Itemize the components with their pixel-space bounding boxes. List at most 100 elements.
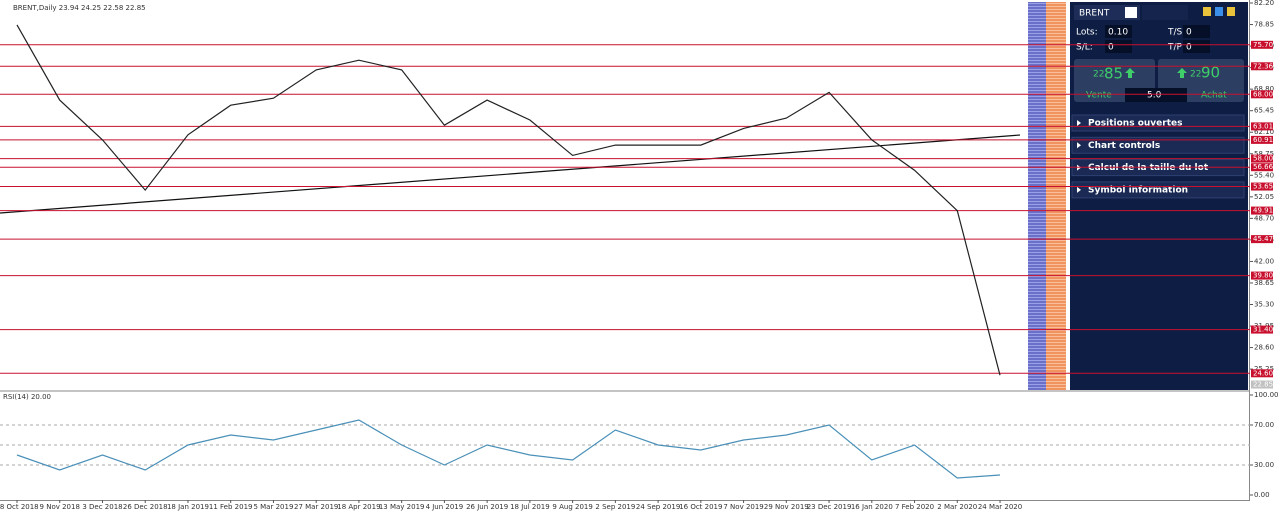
- y-tick-label: 70.00: [1254, 421, 1274, 429]
- y-tick-label: 30.00: [1254, 461, 1274, 469]
- y-tick-label: 100.00: [1254, 391, 1279, 399]
- volume: 5.0: [1147, 91, 1162, 101]
- level-tag: [1251, 182, 1273, 191]
- level-label: 75.70: [1253, 41, 1273, 49]
- ts-input[interactable]: [1183, 25, 1210, 38]
- last-tag: [1251, 380, 1273, 389]
- trade-panel: BRENT Lots: 0.10 T/S: 0 S/L: 0 T/P: 0 22…: [1070, 2, 1248, 390]
- level-label: 31.40: [1253, 326, 1273, 334]
- y-tick-label: 65.45: [1254, 107, 1274, 115]
- menu-arrow: [1077, 142, 1081, 149]
- y-tick-label: 55.40: [1254, 171, 1274, 179]
- icon[interactable]: [1227, 7, 1235, 16]
- y-tick-label: 28.60: [1254, 344, 1274, 352]
- x-tick-label: 18 Oct 2018: [0, 503, 39, 511]
- x-tick-label: 4 Jun 2019: [426, 503, 464, 511]
- level-label: 68.00: [1253, 90, 1273, 98]
- level-label: 60.91: [1253, 136, 1273, 144]
- buy-big: 90: [1201, 64, 1220, 82]
- y-tick-label: 35.30: [1254, 301, 1274, 309]
- x-tick-label: 24 Mar 2020: [978, 503, 1022, 511]
- stripe-orange: [1046, 2, 1066, 390]
- level-tag: [1251, 325, 1273, 334]
- level-tag: [1251, 163, 1273, 172]
- y-tick-label: 62.10: [1254, 128, 1274, 136]
- level-tag: [1251, 206, 1273, 215]
- x-tick-label: 5 Mar 2019: [253, 503, 293, 511]
- tp: 0: [1186, 43, 1192, 53]
- tp-input[interactable]: [1183, 40, 1210, 53]
- menu-item[interactable]: [1071, 114, 1245, 132]
- menu-label: Symbol information: [1088, 185, 1188, 195]
- level-tag: [1251, 369, 1273, 378]
- level-label: 56.66: [1253, 163, 1274, 171]
- x-tick-label: 26 Jun 2019: [466, 503, 508, 511]
- level-label: 58.00: [1253, 155, 1273, 163]
- lots-input[interactable]: [1105, 25, 1132, 38]
- menu-label: Positions ouvertes: [1088, 119, 1182, 129]
- y-tick-label: 25.25: [1254, 365, 1274, 373]
- level-label: 63.01: [1253, 122, 1273, 130]
- symbol-search[interactable]: [1142, 5, 1188, 20]
- series-line: [16, 24, 1001, 376]
- x-tick-label: 18 Apr 2019: [337, 503, 380, 511]
- y-tick-label: 38.65: [1254, 279, 1274, 287]
- buy-small: 22.: [1190, 70, 1204, 80]
- level-label: 49.91: [1253, 207, 1273, 215]
- x-tick-label: 2 Sep 2019: [595, 503, 635, 511]
- last-label: 22.85: [1253, 381, 1273, 389]
- lots-label: Lots:: [1076, 28, 1098, 38]
- sell-label: Vente: [1086, 91, 1112, 101]
- x-tick-label: 9 Nov 2018: [40, 503, 80, 511]
- trendline: [0, 134, 1021, 214]
- x-tick-label: 24 Sep 2019: [636, 503, 680, 511]
- ts: 0: [1186, 28, 1192, 38]
- menu-item[interactable]: [1071, 136, 1245, 154]
- x-tick-label: 23 Dec 2019: [807, 503, 852, 511]
- level-tag: [1251, 122, 1273, 131]
- menu-label: Chart controls: [1088, 141, 1160, 151]
- price-axis-bg: [1250, 0, 1280, 513]
- x-tick-label: 29 Nov 2019: [764, 503, 809, 511]
- y-tick-label: 82.20: [1254, 0, 1274, 7]
- buy-arrow: [1177, 68, 1187, 78]
- x-tick-label: 7 Nov 2019: [723, 503, 763, 511]
- x-tick-label: 26 Dec 2018: [123, 503, 168, 511]
- level-tag: [1251, 40, 1273, 49]
- sl-input[interactable]: [1105, 40, 1132, 53]
- rsi-title: RSI(14) 20.00: [3, 393, 51, 401]
- lots: 0.10: [1108, 28, 1128, 38]
- menu-item[interactable]: [1071, 181, 1245, 199]
- symbol-box[interactable]: [1074, 5, 1140, 20]
- level-tag: [1251, 271, 1273, 280]
- menu-arrow: [1077, 186, 1081, 193]
- tp-label: T/P:: [1167, 43, 1185, 53]
- x-tick-label: 7 Feb 2020: [895, 503, 934, 511]
- level-label: 24.60: [1253, 369, 1273, 377]
- y-tick-label: 58.75: [1254, 150, 1274, 158]
- volume-input[interactable]: [1125, 88, 1187, 102]
- x-tick-label: 16 Jan 2020: [851, 503, 893, 511]
- ts-label: T/S:: [1167, 28, 1185, 38]
- series-line: [16, 419, 1001, 479]
- level-tag: [1251, 235, 1273, 244]
- level-tag: [1251, 90, 1273, 99]
- icon[interactable]: [1215, 7, 1223, 16]
- buy-label: Achat: [1201, 91, 1227, 101]
- sell-big: 85: [1104, 65, 1123, 83]
- level-tag: [1251, 154, 1273, 163]
- symbol-dropdown[interactable]: [1125, 7, 1137, 18]
- level-label: 53.65: [1253, 183, 1273, 191]
- x-tick-label: 2 Mar 2020: [937, 503, 977, 511]
- level-label: 45.47: [1253, 235, 1273, 243]
- x-tick-label: 18 Jan 2019: [167, 503, 209, 511]
- x-tick-label: 16 Oct 2019: [679, 503, 722, 511]
- y-tick-label: 0.00: [1254, 491, 1270, 499]
- stripe-blue: [1028, 2, 1046, 390]
- y-tick-label: 48.70: [1254, 214, 1274, 222]
- icon[interactable]: [1203, 7, 1211, 16]
- sl: 0: [1108, 43, 1114, 53]
- level-label: 39.80: [1253, 272, 1273, 280]
- x-tick-label: 11 Feb 2019: [209, 503, 253, 511]
